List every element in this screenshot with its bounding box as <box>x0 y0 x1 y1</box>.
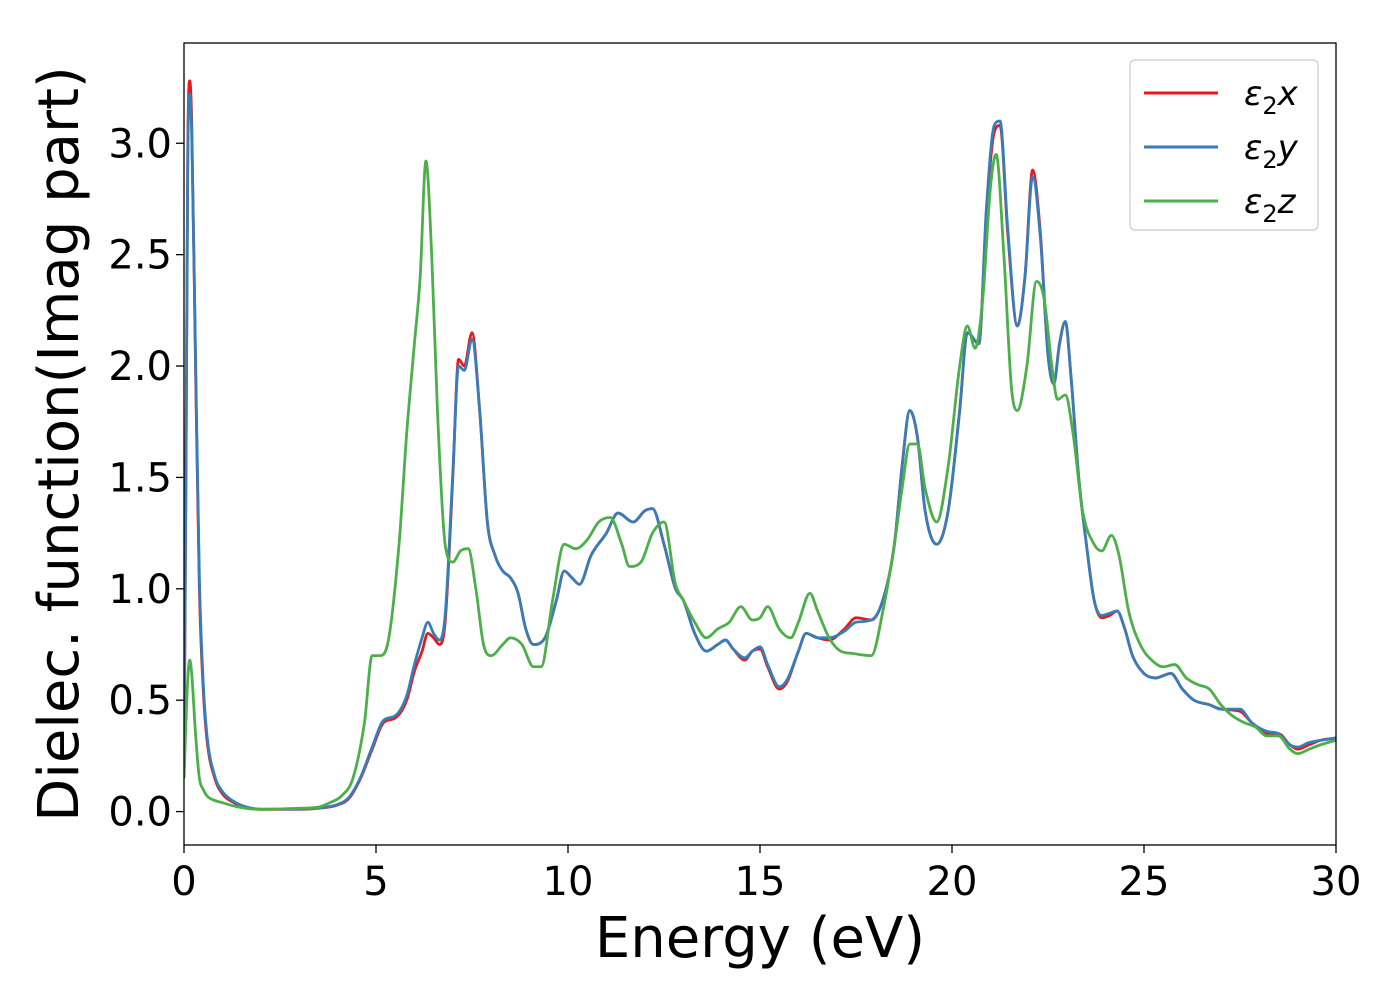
y-axis-label: Dielec. function(Imag part) <box>27 66 92 822</box>
y-tick-label: 1.0 <box>108 567 172 613</box>
x-axis-label: Energy (eV) <box>595 906 925 971</box>
y-tick-label: 0.5 <box>108 678 172 724</box>
y-tick-label: 0.0 <box>108 790 172 836</box>
x-tick-label: 0 <box>171 859 196 905</box>
y-tick-label: 2.0 <box>108 344 172 390</box>
x-tick-label: 15 <box>735 859 786 905</box>
y-tick-label: 2.5 <box>108 233 172 279</box>
legend-label-y: ε2y <box>1244 128 1299 174</box>
x-tick-label: 5 <box>363 859 388 905</box>
series-line-z <box>184 152 1336 811</box>
legend-label-z: ε2z <box>1244 182 1297 228</box>
x-tick-label: 25 <box>1119 859 1170 905</box>
legend-box <box>1129 59 1319 231</box>
x-tick-label: 30 <box>1311 859 1362 905</box>
y-tick-label: 1.5 <box>108 455 172 501</box>
series-line-y <box>184 92 1336 811</box>
x-tick-label: 20 <box>927 859 978 905</box>
x-axis: 0 5 10 15 20 25 30 <box>171 845 1361 905</box>
x-tick-label: 10 <box>543 859 594 905</box>
legend-label-x: ε2x <box>1244 74 1299 120</box>
legend: ε2x ε2y ε2z <box>1129 59 1319 231</box>
y-axis: 0.0 0.5 1.0 1.5 2.0 2.5 3.0 <box>108 121 184 836</box>
series-layer <box>184 79 1336 811</box>
y-tick-label: 3.0 <box>108 121 172 167</box>
